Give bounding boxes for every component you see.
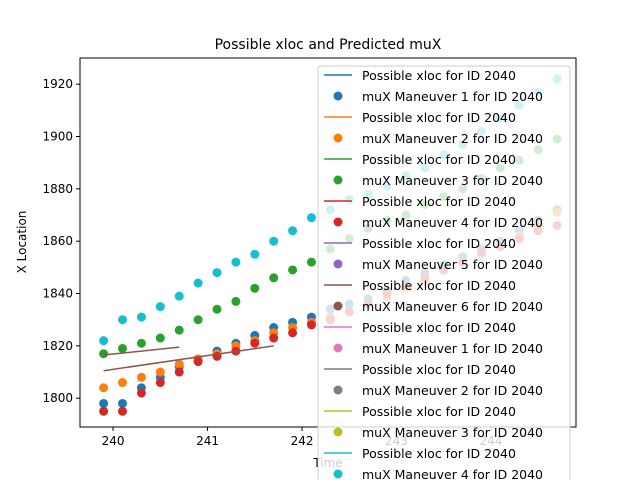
data-point <box>155 378 165 388</box>
data-point <box>174 367 184 377</box>
data-point <box>269 333 279 343</box>
data-point <box>231 296 241 306</box>
legend-marker-swatch <box>333 217 343 227</box>
x-tick-label: 240 <box>102 434 125 448</box>
legend-marker-swatch <box>333 427 343 437</box>
legend-entry: muX Maneuver 2 for ID 2040 <box>362 131 543 146</box>
data-point <box>193 357 203 367</box>
legend-entry: Possible xloc for ID 2040 <box>362 110 516 125</box>
data-point <box>155 333 165 343</box>
legend-entry: muX Maneuver 1 for ID 2040 <box>362 341 543 356</box>
y-tick-label: 1820 <box>42 339 73 353</box>
legend-entry: muX Maneuver 5 for ID 2040 <box>362 257 543 272</box>
data-point <box>212 268 222 278</box>
legend-entry: Possible xloc for ID 2040 <box>362 278 516 293</box>
y-tick-label: 1900 <box>42 130 73 144</box>
data-point <box>99 349 109 359</box>
legend-box <box>317 65 571 480</box>
legend-entry: Possible xloc for ID 2040 <box>362 362 516 377</box>
data-point <box>250 338 260 348</box>
y-axis-label: X Location <box>15 211 29 274</box>
legend-entry: Possible xloc for ID 2040 <box>362 236 516 251</box>
legend-entry: muX Maneuver 4 for ID 2040 <box>362 467 543 480</box>
legend-entry: Possible xloc for ID 2040 <box>362 320 516 335</box>
legend-entry: Possible xloc for ID 2040 <box>362 446 516 461</box>
data-point <box>306 257 316 267</box>
y-tick-label: 1920 <box>42 77 73 91</box>
y-tick-label: 1880 <box>42 182 73 196</box>
legend-entry: muX Maneuver 2 for ID 2040 <box>362 383 543 398</box>
data-point <box>99 336 109 346</box>
data-point <box>174 359 184 369</box>
data-point <box>99 383 109 393</box>
y-tick-label: 1860 <box>42 234 73 248</box>
legend-marker-swatch <box>333 259 343 269</box>
legend-marker-swatch <box>333 91 343 101</box>
y-axis-ticks: 1800 1820 1840 1860 1880 1900 1920 <box>42 77 80 405</box>
legend-marker-swatch <box>333 469 343 479</box>
legend-entry: muX Maneuver 3 for ID 2040 <box>362 425 543 440</box>
data-point <box>269 236 279 246</box>
data-point <box>118 343 128 353</box>
data-point <box>288 226 298 236</box>
legend-marker-swatch <box>333 343 343 353</box>
data-point <box>288 265 298 275</box>
data-point <box>174 291 184 301</box>
data-point <box>193 315 203 325</box>
data-point <box>231 257 241 267</box>
legend-marker-swatch <box>333 133 343 143</box>
legend-entry: muX Maneuver 6 for ID 2040 <box>362 299 543 314</box>
y-tick-label: 1840 <box>42 287 73 301</box>
y-tick-label: 1800 <box>42 391 73 405</box>
legend-entry: Possible xloc for ID 2040 <box>362 404 516 419</box>
xloc-line <box>103 346 180 356</box>
legend-entry: muX Maneuver 3 for ID 2040 <box>362 173 543 188</box>
data-point <box>118 315 128 325</box>
data-point <box>136 372 146 382</box>
data-point <box>174 325 184 335</box>
legend-entry: muX Maneuver 4 for ID 2040 <box>362 215 543 230</box>
legend-entry: Possible xloc for ID 2040 <box>362 152 516 167</box>
legend: Possible xloc for ID 2040 muX Maneuver 1 … <box>317 65 571 480</box>
data-point <box>250 283 260 293</box>
data-point <box>118 406 128 416</box>
data-point <box>288 328 298 338</box>
legend-marker-swatch <box>333 385 343 395</box>
data-point <box>155 367 165 377</box>
data-point <box>136 388 146 398</box>
data-point <box>306 213 316 223</box>
data-point <box>136 338 146 348</box>
data-point <box>118 398 128 408</box>
x-tick-label: 242 <box>291 434 314 448</box>
data-point <box>99 406 109 416</box>
data-point <box>99 398 109 408</box>
data-point <box>118 378 128 388</box>
data-point <box>136 312 146 322</box>
legend-entry: Possible xloc for ID 2040 <box>362 194 516 209</box>
legend-marker-swatch <box>333 175 343 185</box>
x-tick-label: 241 <box>196 434 219 448</box>
data-point <box>212 304 222 314</box>
data-point <box>269 273 279 283</box>
legend-marker-swatch <box>333 301 343 311</box>
data-point <box>193 278 203 288</box>
chart-title: Possible xloc and Predicted muX <box>215 37 442 53</box>
xloc-line <box>103 345 274 372</box>
legend-entry: muX Maneuver 1 for ID 2040 <box>362 89 543 104</box>
data-point <box>155 302 165 312</box>
data-point <box>250 249 260 259</box>
legend-entry: Possible xloc for ID 2040 <box>362 68 516 83</box>
data-point <box>306 320 316 330</box>
